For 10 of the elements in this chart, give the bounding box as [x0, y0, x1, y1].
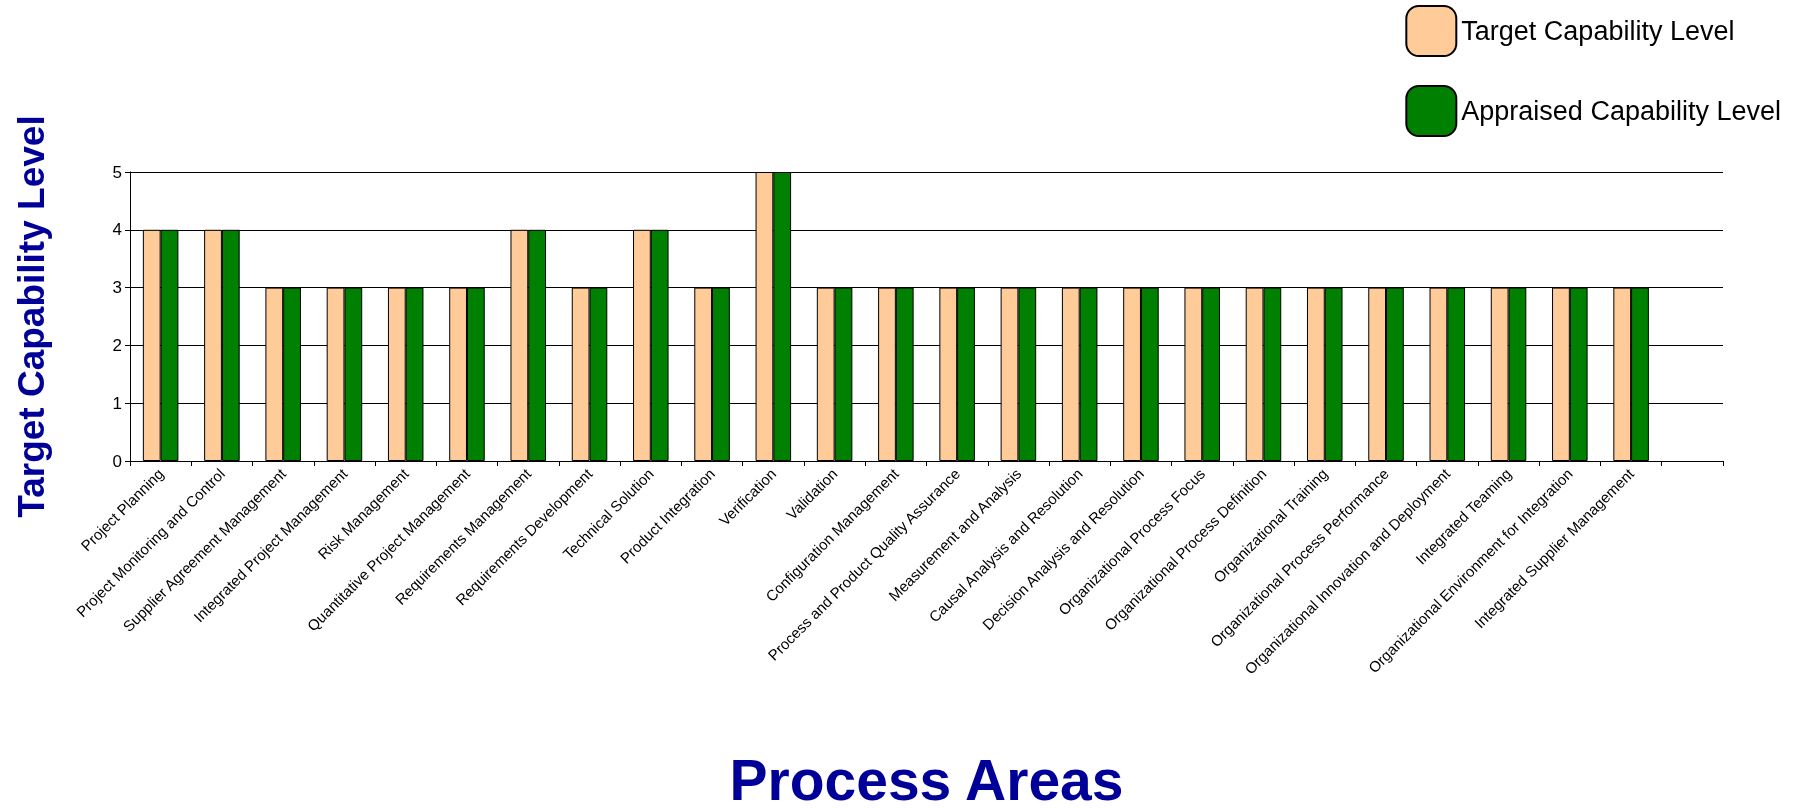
y-axis-title: Target Capability Level: [11, 115, 52, 518]
legend-label: Target Capability Level: [1461, 16, 1735, 46]
y-tick-label: 1: [112, 393, 122, 413]
y-tick-label: 5: [112, 162, 122, 182]
y-tick-label: 3: [112, 278, 122, 298]
y-tick-label: 0: [112, 451, 122, 471]
y-tick-label: 4: [112, 220, 122, 240]
x-axis-title: Process Areas: [729, 747, 1124, 809]
y-tick-label: 2: [112, 335, 122, 355]
legend-label: Appraised Capability Level: [1461, 96, 1782, 126]
